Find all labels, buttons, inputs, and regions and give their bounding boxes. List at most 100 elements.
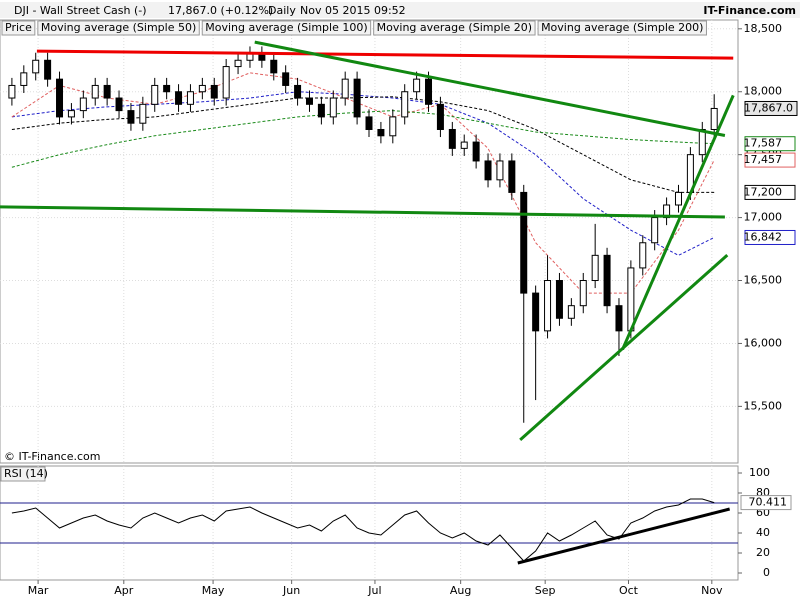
candle-body xyxy=(377,128,385,137)
last-price-box xyxy=(744,100,798,116)
legend-label: Price xyxy=(5,21,32,34)
y-tick-label: 16,500 xyxy=(744,274,783,287)
rsi-line xyxy=(11,498,715,562)
candle-body xyxy=(139,103,147,124)
legend-box xyxy=(373,20,536,36)
legend-label: Moving average (Simple 20) xyxy=(377,21,532,34)
candle-body xyxy=(496,160,504,181)
candle-body xyxy=(508,160,516,193)
candle-body xyxy=(56,78,64,118)
candle-body xyxy=(591,254,599,282)
candle-body xyxy=(103,84,111,99)
last-value-label: 70.411 xyxy=(749,496,788,509)
last-value-box xyxy=(740,495,792,511)
candle-body xyxy=(246,53,254,61)
candle-body xyxy=(639,242,647,269)
candle-body xyxy=(91,84,99,99)
candle-body xyxy=(294,84,302,99)
y-tick-label: 18,500 xyxy=(744,22,783,35)
symbol: DJI - Wall Street Cash (-) xyxy=(14,4,147,17)
last-price-label: 17,867.0 xyxy=(744,101,793,114)
x-tick-label: Nov xyxy=(701,584,723,597)
candle-body xyxy=(175,91,183,105)
x-tick-label: May xyxy=(202,584,225,597)
trendline xyxy=(254,40,726,138)
candle-body xyxy=(79,97,87,112)
legend-box xyxy=(37,20,200,36)
last-value-label: 17,200 xyxy=(744,185,783,198)
last-value-label: 17,587 xyxy=(744,137,783,150)
candle-body xyxy=(282,72,290,86)
rsi-legend: RSI (14) xyxy=(4,467,48,480)
candle-body xyxy=(436,103,444,130)
candle-body xyxy=(579,280,587,307)
x-tick-label: Aug xyxy=(450,584,471,597)
rsi-panel xyxy=(0,465,739,581)
candle-body xyxy=(270,59,278,74)
price-panel xyxy=(0,19,739,464)
last-value-label: 17,457 xyxy=(744,153,783,166)
period: Daily xyxy=(268,4,296,17)
x-tick-label: Sep xyxy=(535,584,556,597)
y-tick-label: 18,000 xyxy=(744,85,783,98)
legend-label: Moving average (Simple 100) xyxy=(205,21,367,34)
y-tick-label: 16,000 xyxy=(744,336,783,349)
y-tick-label: 15,500 xyxy=(744,399,783,412)
candle-body xyxy=(258,53,266,61)
y-tick-label: 17,000 xyxy=(744,211,783,224)
x-tick-label: Oct xyxy=(619,584,639,597)
candle-body xyxy=(353,78,361,118)
y-tick-label: 40 xyxy=(756,526,770,539)
candle-body xyxy=(651,217,659,244)
rsi-legend-box xyxy=(0,466,46,482)
candle-body xyxy=(567,305,575,319)
candle-body xyxy=(555,280,563,319)
candle-body xyxy=(544,280,552,332)
candle-body xyxy=(365,116,373,130)
candle-body xyxy=(186,91,194,105)
last-value-box xyxy=(744,184,796,200)
trendline xyxy=(36,49,734,60)
candle-body xyxy=(674,191,682,206)
legend-label: Moving average (Simple 200) xyxy=(541,21,703,34)
legend-box xyxy=(1,20,36,36)
candle-body xyxy=(698,128,706,156)
candle-body xyxy=(305,97,313,105)
candle-body xyxy=(484,160,492,181)
x-tick-label: Jul xyxy=(367,584,381,597)
legend-label: Moving average (Simple 50) xyxy=(41,21,196,34)
candle-body xyxy=(460,141,468,149)
candle-body xyxy=(329,97,337,118)
candle-body xyxy=(32,59,40,74)
timestamp: Nov 05 2015 09:52 xyxy=(300,4,406,17)
candle-body xyxy=(222,66,230,99)
y-tick-label: 100 xyxy=(749,466,770,479)
candle-body xyxy=(472,141,480,162)
candle-body xyxy=(389,116,397,137)
candle-body xyxy=(234,59,242,68)
moving-average xyxy=(11,96,715,193)
y-tick-label: 20 xyxy=(756,546,770,559)
candle-body xyxy=(44,59,52,80)
legend-box xyxy=(537,20,707,36)
last-value-box xyxy=(744,136,796,152)
candle-body xyxy=(317,103,325,118)
y-tick-label: 0 xyxy=(763,566,770,579)
candle-body xyxy=(615,305,623,332)
candle-body xyxy=(520,191,528,294)
x-tick-label: Apr xyxy=(114,584,134,597)
trendline xyxy=(0,205,725,219)
moving-average xyxy=(11,72,715,294)
candle-body xyxy=(163,84,171,93)
brand: IT-Finance.com xyxy=(703,4,796,17)
candle-body xyxy=(210,84,218,99)
trendline xyxy=(517,507,731,565)
candle-body xyxy=(198,84,206,93)
last-value-box xyxy=(744,229,796,245)
header: DJI - Wall Street Cash (-) 17,867.0 (+0.… xyxy=(14,4,796,17)
candle-body xyxy=(67,110,75,118)
candle-body xyxy=(448,128,456,149)
quote: 17,867.0 (+0.12%) xyxy=(168,4,273,17)
